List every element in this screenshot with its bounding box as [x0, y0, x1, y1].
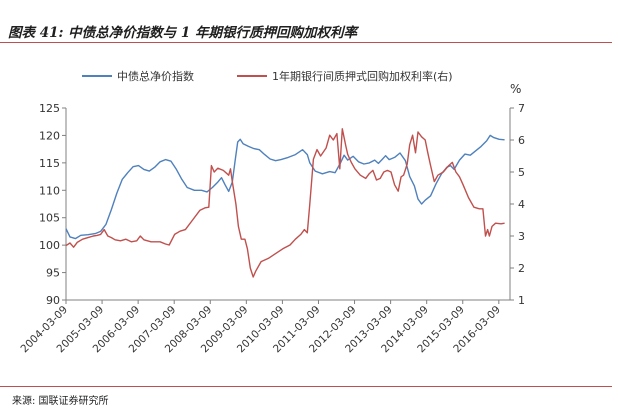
legend: 中债总净价指数 1年期银行间质押式回购加权利率(右) [82, 69, 453, 83]
series-lines [65, 128, 505, 278]
source-note: 来源: 国联证券研究所 [12, 396, 109, 407]
left-tick-label: 105 [39, 212, 60, 225]
footer-divider [0, 386, 612, 387]
axes: 909510010511011512012512345672004-03-092… [18, 102, 525, 355]
legend-label-repo-rate: 1年期银行间质押式回购加权利率(右) [272, 69, 453, 83]
left-tick-label: 115 [39, 157, 60, 170]
right-tick-label: 2 [518, 262, 525, 275]
left-tick-label: 90 [46, 294, 60, 307]
right-tick-label: 5 [518, 166, 525, 179]
left-tick-label: 110 [39, 184, 60, 197]
series-line-index [65, 134, 505, 240]
series-line-repo-rate [65, 128, 505, 278]
legend-label-index: 中债总净价指数 [117, 69, 194, 83]
right-tick-label: 3 [518, 230, 525, 243]
right-tick-label: 1 [518, 294, 525, 307]
left-tick-label: 125 [39, 102, 60, 115]
title-divider [0, 42, 612, 43]
left-tick-label: 95 [46, 267, 60, 280]
right-tick-label: 7 [518, 102, 525, 115]
left-tick-label: 120 [39, 129, 60, 142]
right-tick-label: 6 [518, 134, 525, 147]
right-tick-label: 4 [518, 198, 525, 211]
left-tick-label: 100 [39, 239, 60, 252]
chart-title: 图表 41: 中债总净价指数与 1 年期银行质押回购加权利率 [8, 25, 357, 41]
right-axis-unit: % [510, 82, 521, 96]
